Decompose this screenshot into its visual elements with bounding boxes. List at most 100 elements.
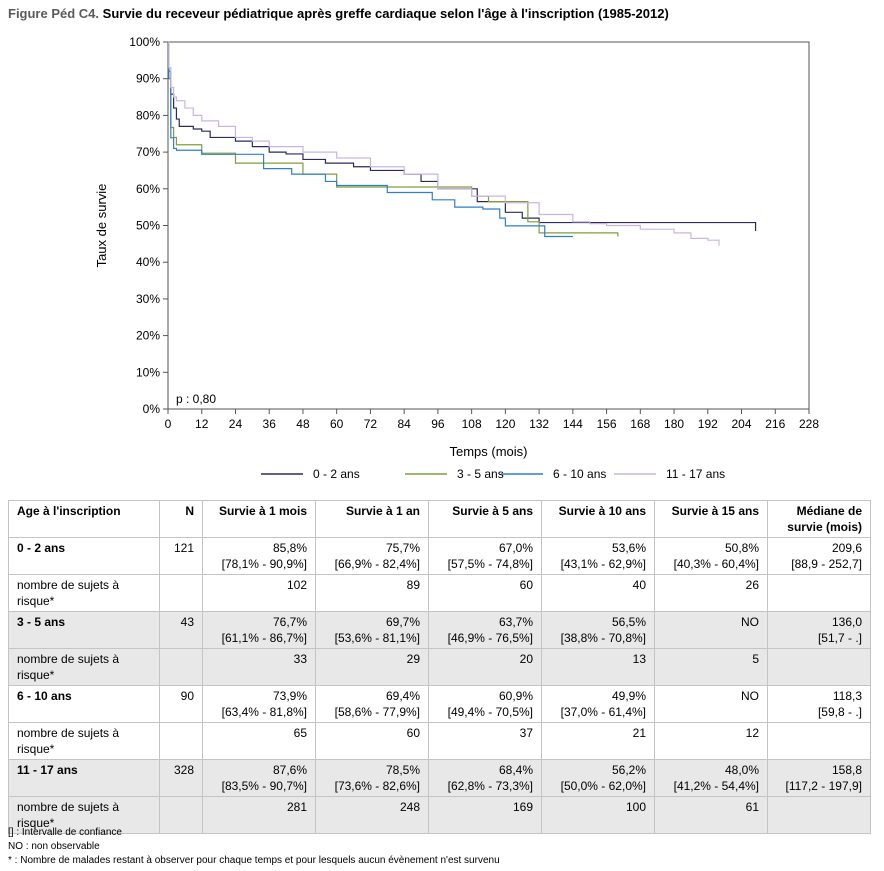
survival-value: 56,5%: [611, 615, 646, 629]
at-risk-count: 29: [315, 648, 429, 686]
x-tick-label: 96: [431, 417, 445, 431]
header-age: Age à l'inscription: [8, 500, 160, 538]
y-tick-label: 20%: [136, 329, 160, 343]
header-survival-1-month: Survie à 1 mois: [202, 500, 316, 538]
x-tick-label: 204: [732, 417, 752, 431]
x-tick-label: 120: [495, 417, 515, 431]
survival-1-month-cell: 87,6% [83,5% - 90,7%]: [202, 759, 316, 797]
risk-label: nombre de sujets à risque*: [8, 722, 160, 760]
n-value: 90: [159, 685, 203, 723]
x-axis: 0 12 24 36 48 60 72 84 96 108 120 132 144 156 168 180 19…: [165, 409, 819, 431]
confidence-interval: [37,0% - 61,4%]: [560, 705, 646, 719]
at-risk-count: 100: [541, 796, 655, 834]
y-tick-label: 70%: [136, 145, 160, 159]
header-n: N: [159, 500, 203, 538]
survival-value: NO: [741, 615, 759, 629]
legend-label: 11 - 17 ans: [666, 467, 725, 481]
y-tick-label: 50%: [136, 219, 160, 233]
survival-curve-4: [168, 41, 720, 246]
at-risk-count: 281: [202, 796, 316, 834]
survival-value: 73,9%: [272, 689, 307, 703]
x-tick-label: 108: [462, 417, 482, 431]
footnote-ci: [] : Intervalle de confiance: [8, 827, 122, 838]
survival-value: 63,7%: [498, 615, 533, 629]
header-survival-15-years: Survie à 15 ans: [654, 500, 768, 538]
y-tick-label: 30%: [136, 292, 160, 306]
median-survival-cell: 158,8 [117,2 - 197,9]: [767, 759, 871, 797]
median-survival-cell: 209,6 [88,9 - 252,7]: [767, 537, 871, 575]
survival-5-years-cell: 68,4% [62,8% - 73,3%]: [428, 759, 542, 797]
y-tick-label: 80%: [136, 108, 160, 122]
at-risk-count: 21: [541, 722, 655, 760]
survival-value: 76,7%: [272, 615, 307, 629]
x-tick-label: 156: [597, 417, 617, 431]
risk-label: nombre de sujets à risque*: [8, 796, 160, 834]
y-axis-label: Taux de survie: [94, 184, 109, 268]
table-row: 3 - 5 ans 43 76,7% [61,1% - 86,7%] 69,7% [53,…: [8, 611, 871, 649]
confidence-interval: [66,9% - 82,4%]: [334, 557, 420, 571]
at-risk-count: 13: [541, 648, 655, 686]
confidence-interval: [41,2% - 54,4%]: [673, 779, 759, 793]
n-value: 328: [159, 759, 203, 797]
at-risk-count: 60: [315, 722, 429, 760]
n-value: 43: [159, 611, 203, 649]
survival-1-year-cell: 78,5% [73,6% - 82,6%]: [315, 759, 429, 797]
x-tick-label: 180: [664, 417, 684, 431]
confidence-interval: [43,1% - 62,9%]: [560, 557, 646, 571]
risk-row: nombre de sujets à risque* 33 29 20 13 5: [8, 648, 871, 686]
confidence-interval: [58,6% - 77,9%]: [334, 705, 420, 719]
confidence-interval: [40,3% - 60,4%]: [673, 557, 759, 571]
survival-value: 78,5%: [385, 763, 420, 777]
at-risk-count: 40: [541, 574, 655, 612]
empty-cell: [159, 574, 203, 612]
at-risk-count: 60: [428, 574, 542, 612]
survival-value: 69,7%: [385, 615, 420, 629]
confidence-interval: [51,7 - .]: [817, 631, 862, 645]
survival-1-month-cell: 85,8% [78,1% - 90,9%]: [202, 537, 316, 575]
y-tick-label: 100%: [129, 35, 160, 49]
n-value: 121: [159, 537, 203, 575]
survival-1-year-cell: 69,4% [58,6% - 77,9%]: [315, 685, 429, 723]
footnote-risk: * : Nombre de malades restant à observer…: [8, 855, 500, 866]
confidence-interval: [117,2 - 197,9]: [785, 779, 863, 793]
legend-label: 0 - 2 ans: [313, 467, 360, 481]
survival-15-years-cell: NO: [654, 685, 768, 723]
x-tick-label: 48: [296, 417, 310, 431]
x-tick-label: 36: [263, 417, 277, 431]
survival-value: 49,9%: [611, 689, 646, 703]
risk-row: nombre de sujets à risque* 65 60 37 21 12: [8, 722, 871, 760]
plot-border: [167, 41, 810, 410]
confidence-interval: [53,6% - 81,1%]: [334, 631, 420, 645]
median-value: 118,3: [832, 689, 862, 703]
survival-value: 67,0%: [498, 541, 533, 555]
survival-value: 56,2%: [611, 763, 646, 777]
survival-10-years-cell: 53,6% [43,1% - 62,9%]: [541, 537, 655, 575]
survival-15-years-cell: 48,0% [41,2% - 54,4%]: [654, 759, 768, 797]
figure-prefix: Figure Péd C4.: [8, 6, 100, 21]
header-median-survival: Médiane de survie (mois): [767, 500, 871, 538]
confidence-interval: [63,4% - 81,8%]: [221, 705, 307, 719]
empty-cell: [159, 722, 203, 760]
confidence-interval: [88,9 - 252,7]: [791, 557, 862, 571]
table-row: 0 - 2 ans 121 85,8% [78,1% - 90,9%] 75,7% [66…: [8, 537, 871, 575]
y-tick-label: 0%: [143, 402, 161, 416]
survival-chart: 0% 10% 20% 30% 40% 50% 60% 70% 80% 90% 100% 0 12 24 3…: [94, 35, 819, 481]
empty-cell: [159, 796, 203, 834]
header-survival-1-year: Survie à 1 an: [315, 500, 429, 538]
confidence-interval: [49,4% - 70,5%]: [447, 705, 533, 719]
risk-label: nombre de sujets à risque*: [8, 648, 160, 686]
header-survival-5-years: Survie à 5 ans: [428, 500, 542, 538]
age-group-label: 0 - 2 ans: [8, 537, 160, 575]
survival-5-years-cell: 60,9% [49,4% - 70,5%]: [428, 685, 542, 723]
survival-value: 87,6%: [272, 763, 307, 777]
confidence-interval: [50,0% - 62,0%]: [560, 779, 646, 793]
age-group-label: 6 - 10 ans: [8, 685, 160, 723]
survival-value: 75,7%: [385, 541, 420, 555]
at-risk-count: 102: [202, 574, 316, 612]
survival-table: Age à l'inscription N Survie à 1 mois Su…: [8, 500, 871, 834]
survival-1-year-cell: 69,7% [53,6% - 81,1%]: [315, 611, 429, 649]
x-tick-label: 72: [364, 417, 378, 431]
at-risk-count: 65: [202, 722, 316, 760]
survival-1-month-cell: 73,9% [63,4% - 81,8%]: [202, 685, 316, 723]
y-tick-label: 40%: [136, 255, 160, 269]
